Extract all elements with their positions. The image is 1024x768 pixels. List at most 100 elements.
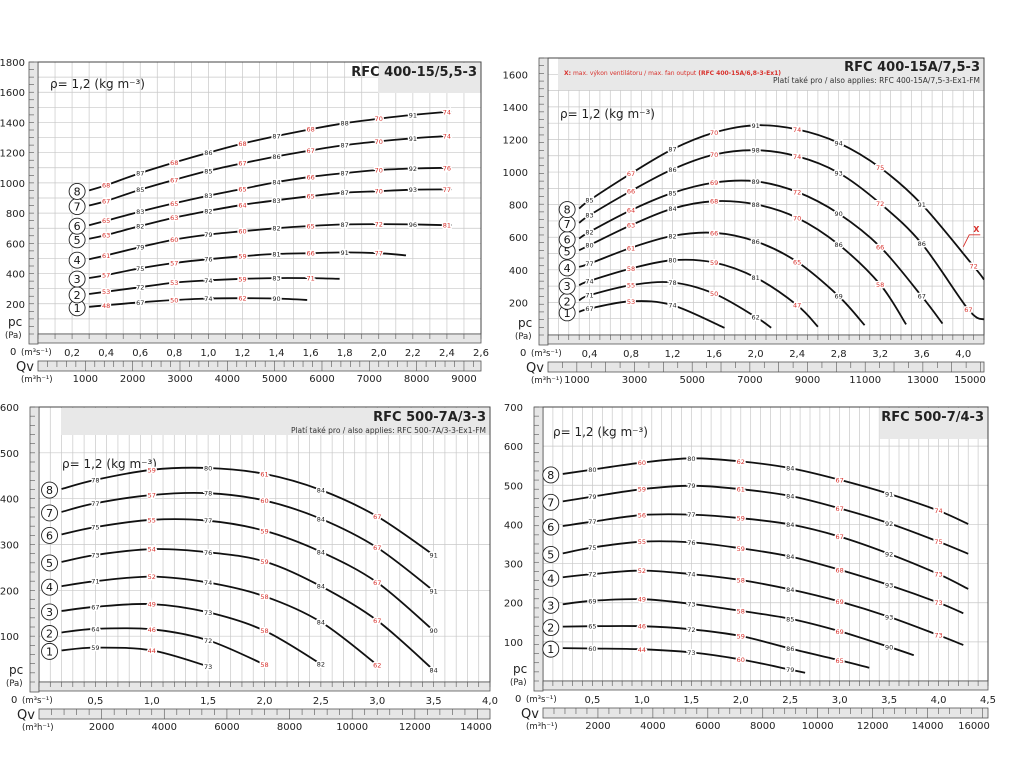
qv-unit: (m³h⁻¹) [21,375,53,385]
m3h-axis-band [547,361,985,373]
curve-value-label: 69 [835,293,843,301]
curve-value-label: 80 [204,464,212,472]
curve-value-label: 57 [170,259,178,267]
x-origin-label: 0 [10,347,16,358]
speed-step-circle [41,625,58,642]
curve-value-label: 61 [737,486,745,494]
curve-value-label: 73 [934,632,942,640]
curve-value-label: 75 [136,265,144,273]
curve-8 [578,124,985,281]
curve-value-label: 92 [885,520,893,528]
m3h-tick-label: 7000 [357,374,382,385]
curve-value-label: 83 [585,212,593,220]
m3h-tick-label: 1000 [73,374,98,385]
curve-value-label: 72 [375,221,383,229]
curve-value-label: 91 [341,249,349,257]
x-tick-label: 2,0 [733,695,749,706]
m3h-axis-band [37,360,482,372]
curve-8 [88,110,452,192]
speed-step-number: 7 [46,507,53,520]
m3h-tick-label: 9000 [451,374,476,385]
curve-value-label: 67 [373,513,381,521]
curve-value-label: 72 [687,626,695,634]
x-tick-label: 4,0 [482,696,498,707]
curve-value-label: 77 [585,260,593,268]
curve-value-label: 68 [306,126,314,134]
qv-label: Qv [16,360,34,375]
curve-value-label: 69 [588,597,596,605]
curve-value-label: 74 [204,277,212,285]
curve-value-label: 70 [375,115,383,123]
curve-value-label: 71 [306,275,314,283]
curve-value-label: 72 [969,263,977,271]
curve-value-label: 90 [429,627,437,635]
y-tick-label: 200 [509,298,528,309]
curve-value-label: 78 [204,490,212,498]
curve-value-label: 92 [409,165,417,173]
y-axis-unit: (Pa) [6,679,23,689]
curve-value-label: 65 [588,623,596,631]
curve-value-label: 74 [668,302,676,310]
speed-step-number: 2 [564,295,571,308]
x-tick-label: 4,0 [931,695,947,706]
speed-step-number: 7 [564,218,571,231]
x-tick-label: 3,6 [914,349,930,360]
curve-6 [562,513,969,590]
curve-value-label: 84 [786,521,794,529]
m3h-tick-label: 4000 [152,722,177,733]
y-axis-label: pc [9,663,23,677]
y-axis-unit: (Pa) [5,331,22,341]
m3h-tick-label: 3000 [167,374,192,385]
speed-step-number: 1 [46,645,53,658]
x-tick-label: 0,8 [166,348,182,359]
x-tick-label: 2,6 [473,348,489,359]
curve-value-label: 73 [934,599,942,607]
speed-step-circle [68,182,86,200]
curve-value-label: 75 [876,164,884,172]
curve-value-label: 58 [260,627,268,635]
speed-step-circle [68,270,86,288]
curve-2 [562,625,870,669]
curve-value-label: 81 [272,250,280,258]
curve-value-label: 59 [638,486,646,494]
curve-value-label: 52 [148,573,156,581]
curve-value-label: 67 [373,579,381,587]
y-tick-label: 200 [504,599,523,610]
curve-value-label: 92 [885,550,893,558]
chart-subtitle: Platí také pro / also applies: RFC 500-7… [291,426,486,435]
x-tick-label: 0,8 [623,349,639,360]
chart-title: RFC 400-15A/7,5-3 [844,60,980,75]
curve-value-label: 60 [737,656,745,664]
curve-value-label: 75 [588,544,596,552]
speed-step-circle [41,481,58,499]
x-tick-label: 1,2 [665,349,681,360]
x-tick-label: 1,8 [337,348,353,359]
curve-value-label: 86 [786,645,794,653]
y-tick-label: 1400 [0,118,25,129]
y-tick-label: 1600 [503,70,528,81]
curve-value-label: 86 [272,153,280,161]
curve-value-label: 84 [429,667,437,675]
x-tick-label: 1,6 [706,349,722,360]
curve-value-label: 83 [136,208,144,216]
curve-value-label: 80 [585,242,593,250]
curve-2 [61,627,265,666]
curve-value-label: 76 [687,539,695,547]
note-model: (RFC 400-15A/6,8-3-Ex1) [698,70,781,77]
speed-step-number: 4 [46,581,53,594]
m3h-tick-label: 8000 [277,722,302,733]
y-axis-label: pc [513,662,527,676]
speed-step-circle [542,545,560,563]
curve-value-label: 82 [585,228,593,236]
x-tick-label: 2,4 [439,348,455,359]
curve-value-label: 75 [934,538,942,546]
curve-value-label: 85 [585,197,593,205]
curve-value-label: 74 [793,126,801,134]
curve-value-label: 70 [375,188,383,196]
x-tick-label: 2,5 [782,695,798,706]
curve-value-label: 66 [710,229,718,237]
curve-6 [88,166,452,227]
speed-step-circle [41,642,58,660]
max-output-marker-label: X [973,225,980,234]
title-band-overlay [880,408,988,439]
